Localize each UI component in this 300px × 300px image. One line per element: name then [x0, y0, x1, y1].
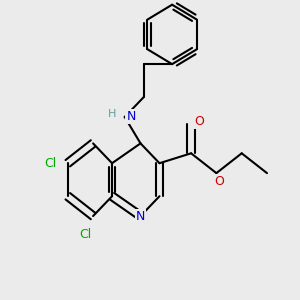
- Text: O: O: [214, 175, 224, 188]
- Text: O: O: [194, 116, 204, 128]
- Text: H: H: [108, 109, 116, 119]
- Text: Cl: Cl: [79, 228, 91, 241]
- Text: Cl: Cl: [44, 157, 56, 170]
- Text: N: N: [136, 209, 145, 223]
- Text: N: N: [126, 110, 136, 124]
